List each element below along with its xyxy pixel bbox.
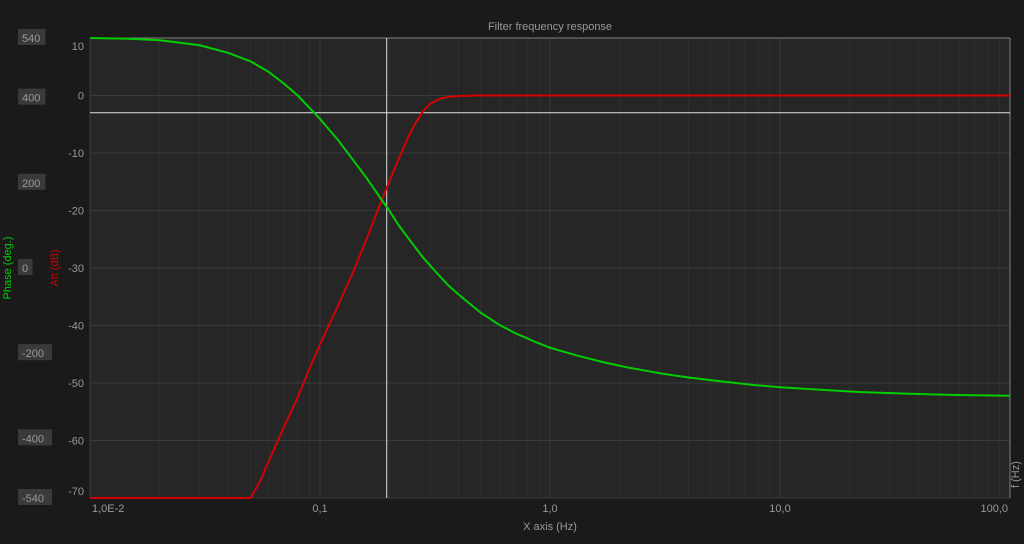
svg-text:-200: -200	[22, 348, 44, 360]
svg-text:-50: -50	[68, 378, 84, 390]
svg-text:Filter frequency response: Filter frequency response	[488, 21, 612, 33]
svg-text:-20: -20	[68, 206, 84, 218]
svg-text:1,0E-2: 1,0E-2	[92, 503, 124, 515]
svg-text:-540: -540	[22, 493, 44, 505]
svg-text:10: 10	[72, 41, 84, 53]
svg-text:0: 0	[22, 263, 28, 275]
svg-text:-400: -400	[22, 433, 44, 445]
svg-text:f (Hz): f (Hz)	[1010, 461, 1022, 488]
svg-text:0: 0	[78, 91, 84, 103]
svg-text:X axis (Hz): X axis (Hz)	[523, 521, 577, 533]
svg-text:-30: -30	[68, 263, 84, 275]
svg-text:-70: -70	[68, 486, 84, 498]
svg-text:10,0: 10,0	[769, 503, 790, 515]
svg-text:0,1: 0,1	[312, 503, 327, 515]
svg-text:-60: -60	[68, 436, 84, 448]
chart-container: 1,0E-20,11,010,0100,0-540-400-2000200400…	[0, 0, 1024, 544]
svg-text:200: 200	[22, 178, 40, 190]
svg-text:540: 540	[22, 33, 40, 45]
svg-text:400: 400	[22, 93, 40, 105]
chart-svg: 1,0E-20,11,010,0100,0-540-400-2000200400…	[0, 0, 1024, 544]
svg-text:100,0: 100,0	[980, 503, 1008, 515]
svg-text:-40: -40	[68, 321, 84, 333]
svg-text:Phase (deg.): Phase (deg.)	[2, 237, 14, 300]
svg-text:Att (dB): Att (dB)	[49, 249, 61, 286]
svg-text:1,0: 1,0	[542, 503, 557, 515]
svg-text:-10: -10	[68, 148, 84, 160]
